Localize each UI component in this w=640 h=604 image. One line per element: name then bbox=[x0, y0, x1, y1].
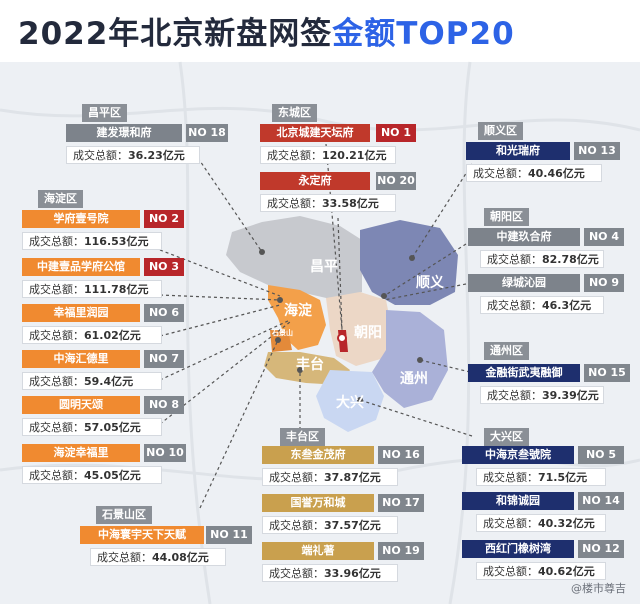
title-part-1: 2022年北京新盘网签 bbox=[18, 16, 333, 52]
rank-badge-p9: NO 9 bbox=[584, 274, 624, 292]
rank-badge-p2: NO 2 bbox=[144, 210, 184, 228]
title-part-2: 金额TOP20 bbox=[332, 16, 515, 52]
project-name-p17: 国誉万和城 bbox=[262, 494, 374, 512]
amount-p14: 成交总额：40.32亿元 bbox=[476, 514, 606, 532]
project-name-p1: 北京城建天坛府 bbox=[260, 124, 370, 142]
project-name-p10: 海淀幸福里 bbox=[22, 444, 140, 462]
region-tag-chaoyang: 朝阳区 bbox=[484, 208, 529, 226]
amount-p4: 成交总额：82.78亿元 bbox=[480, 250, 604, 268]
project-name-p18: 建发璟和府 bbox=[66, 124, 182, 142]
rank-badge-p10: NO 10 bbox=[144, 444, 186, 462]
project-name-p16: 东叁金茂府 bbox=[262, 446, 374, 464]
rank-badge-p14: NO 14 bbox=[578, 492, 624, 510]
district-changping bbox=[226, 216, 362, 300]
rank-badge-p17: NO 17 bbox=[378, 494, 424, 512]
amount-p11: 成交总额：44.08亿元 bbox=[90, 548, 226, 566]
amount-p9: 成交总额：46.3亿元 bbox=[480, 296, 604, 314]
project-name-p2: 学府壹号院 bbox=[22, 210, 140, 228]
amount-p7: 成交总额：59.4亿元 bbox=[22, 372, 162, 390]
region-tag-daxing: 大兴区 bbox=[484, 428, 529, 446]
rank-badge-p7: NO 7 bbox=[144, 350, 184, 368]
project-name-p7: 中海汇德里 bbox=[22, 350, 140, 368]
rank-badge-p13: NO 13 bbox=[574, 142, 620, 160]
rank-badge-p8: NO 8 bbox=[144, 396, 184, 414]
rank-badge-p20: NO 20 bbox=[376, 172, 416, 190]
region-tag-fengtai: 丰台区 bbox=[280, 428, 325, 446]
map-label-tongzhou: 通州 bbox=[400, 371, 428, 387]
project-name-p20: 永定府 bbox=[260, 172, 370, 190]
region-tag-shijingshan: 石景山区 bbox=[96, 506, 152, 524]
amount-p15: 成交总额：39.39亿元 bbox=[480, 386, 604, 404]
rank-badge-p4: NO 4 bbox=[584, 228, 624, 246]
project-name-p19: 端礼著 bbox=[262, 542, 374, 560]
district-shijingshan bbox=[270, 330, 292, 352]
region-tag-changping: 昌平区 bbox=[82, 104, 127, 122]
amount-p10: 成交总额：45.05亿元 bbox=[22, 466, 162, 484]
region-tag-haidian: 海淀区 bbox=[38, 190, 83, 208]
rank-badge-p11: NO 11 bbox=[206, 526, 252, 544]
district-shunyi bbox=[360, 220, 458, 305]
amount-p6: 成交总额：61.02亿元 bbox=[22, 326, 162, 344]
project-name-p6: 幸福里润园 bbox=[22, 304, 140, 322]
rank-badge-p1: NO 1 bbox=[376, 124, 416, 142]
rank-badge-p18: NO 18 bbox=[186, 124, 228, 142]
map-label-fengtai: 丰台 bbox=[296, 357, 324, 373]
project-name-p14: 和锦诚园 bbox=[462, 492, 574, 510]
map-label-changping: 昌平 bbox=[310, 259, 338, 275]
rank-badge-p12: NO 12 bbox=[578, 540, 624, 558]
region-tag-tongzhou: 通州区 bbox=[484, 342, 529, 360]
amount-p16: 成交总额：37.87亿元 bbox=[262, 468, 398, 486]
rank-badge-p3: NO 3 bbox=[144, 258, 184, 276]
project-name-p5: 中海京叁號院 bbox=[462, 446, 574, 464]
amount-p3: 成交总额：111.78亿元 bbox=[22, 280, 162, 298]
amount-p19: 成交总额：33.96亿元 bbox=[262, 564, 398, 582]
map-label-daxing: 大兴 bbox=[336, 395, 364, 411]
map-label-shijingshan: 石景山 bbox=[272, 329, 293, 337]
amount-p13: 成交总额：40.46亿元 bbox=[466, 164, 602, 182]
project-name-p8: 圆明天颂 bbox=[22, 396, 140, 414]
district-daxing bbox=[316, 370, 384, 432]
map-label-chaoyang: 朝阳 bbox=[354, 325, 382, 341]
rank-badge-p6: NO 6 bbox=[144, 304, 184, 322]
amount-p1: 成交总额：120.21亿元 bbox=[260, 146, 396, 164]
map-label-haidian: 海淀 bbox=[284, 303, 312, 319]
rank-badge-p16: NO 16 bbox=[378, 446, 424, 464]
rank-badge-p5: NO 5 bbox=[578, 446, 624, 464]
district-tongzhou bbox=[372, 310, 448, 408]
project-name-p9: 绿城沁园 bbox=[468, 274, 580, 292]
region-tag-shunyi: 顺义区 bbox=[478, 122, 523, 140]
watermark: @楼市尊吉 bbox=[571, 582, 626, 595]
project-name-p13: 和光瑞府 bbox=[466, 142, 570, 160]
amount-p18: 成交总额：36.23亿元 bbox=[66, 146, 200, 164]
project-name-p15: 金融街武夷融御 bbox=[468, 364, 580, 382]
rank-badge-p15: NO 15 bbox=[584, 364, 630, 382]
project-name-p11: 中海寰宇天下天赋 bbox=[80, 526, 204, 544]
amount-p2: 成交总额：116.53亿元 bbox=[22, 232, 162, 250]
amount-p17: 成交总额：37.57亿元 bbox=[262, 516, 398, 534]
region-tag-dongcheng: 东城区 bbox=[272, 104, 317, 122]
amount-p5: 成交总额：71.5亿元 bbox=[476, 468, 606, 486]
project-name-p4: 中建玖合府 bbox=[468, 228, 580, 246]
page-title: 2022年北京新盘网签金额TOP20 bbox=[18, 8, 515, 53]
project-name-p3: 中建壹品学府公馆 bbox=[22, 258, 140, 276]
rank-badge-p19: NO 19 bbox=[378, 542, 424, 560]
amount-p8: 成交总额：57.05亿元 bbox=[22, 418, 162, 436]
project-name-p12: 西红门橡树湾 bbox=[462, 540, 574, 558]
amount-p12: 成交总额：40.62亿元 bbox=[476, 562, 606, 580]
map-label-shunyi: 顺义 bbox=[416, 275, 444, 291]
amount-p20: 成交总额：33.58亿元 bbox=[260, 194, 396, 212]
